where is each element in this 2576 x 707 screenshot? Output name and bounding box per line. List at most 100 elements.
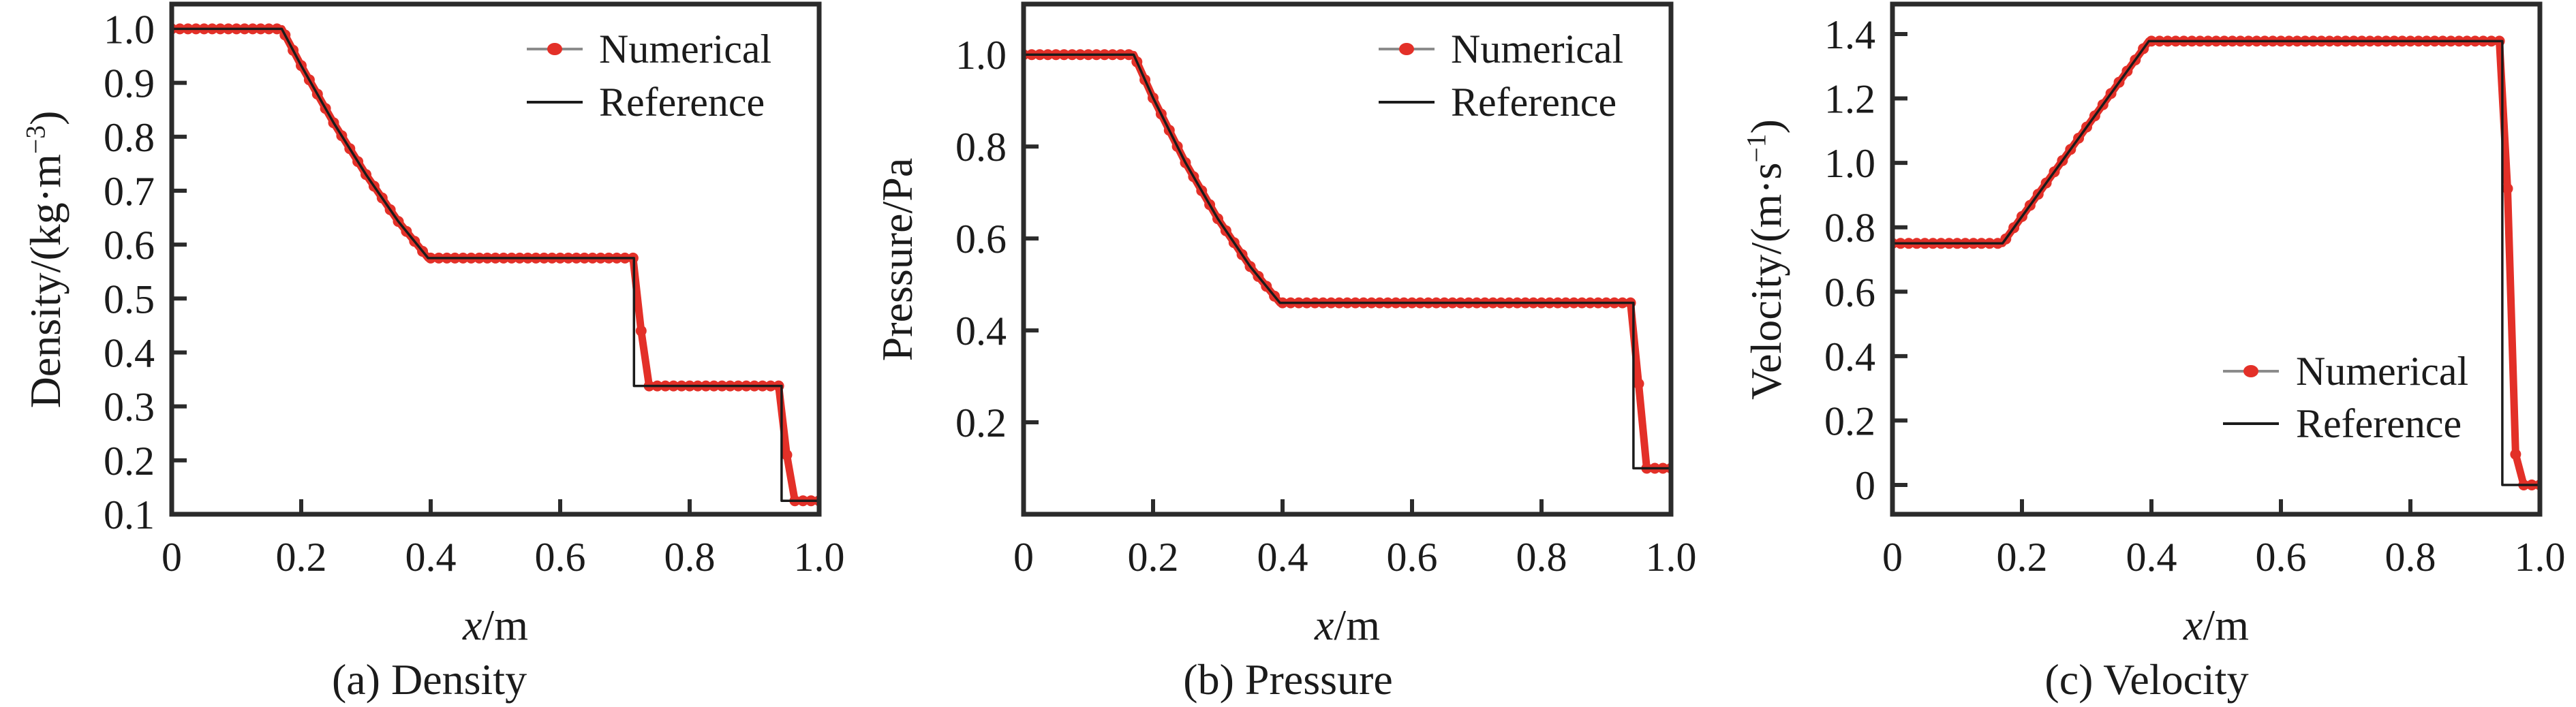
ylabel-text: Density/(kg·m (21, 153, 70, 408)
numerical-line-marker-icon (1379, 26, 1435, 72)
x-unit: /m (1334, 601, 1380, 649)
x-tick-label: 0.2 (276, 535, 327, 580)
subplot-caption-pressure: (b) Pressure (1183, 655, 1393, 704)
ylabel-text: Velocity/(m·s (1742, 162, 1790, 400)
x-tick-label: 0.8 (2385, 535, 2436, 580)
x-unit: /m (482, 601, 528, 649)
y-tick-label: 0.4 (104, 330, 155, 375)
legend-item-reference-velocity: Reference (2223, 400, 2462, 447)
y-tick-label: 0.8 (955, 125, 1007, 170)
reference-line (1892, 40, 2540, 486)
x-tick-label: 0.6 (2256, 535, 2307, 580)
legend-label-numerical: Numerical (599, 27, 772, 72)
x-tick-label: 0.2 (1997, 535, 2048, 580)
y-tick-label: 0.6 (955, 217, 1007, 262)
marker-dot (635, 325, 647, 336)
x-symbol: x (463, 601, 482, 649)
y-tick-label: 0.8 (104, 115, 155, 160)
legend-dot-icon (547, 43, 562, 55)
reference-line-icon (527, 79, 583, 125)
reference-line-icon (1379, 79, 1435, 125)
x-tick-label: 0.4 (2126, 535, 2177, 580)
y-tick-label: 0.2 (104, 439, 155, 484)
pressure-frame (1021, 1, 1674, 517)
x-tick-label: 1.0 (794, 535, 845, 580)
legend-label-reference: Reference (2296, 401, 2462, 446)
legend-item-reference-pressure: Reference (1379, 79, 1616, 125)
y-tick-label: 1.0 (955, 33, 1007, 78)
legend-label-numerical: Numerical (2296, 349, 2469, 394)
marker-dot (1633, 378, 1644, 390)
x-tick-label: 1.0 (1646, 535, 1697, 580)
subplot-caption-density: (a) Density (331, 655, 527, 704)
y-tick-label: 0 (1855, 463, 1875, 508)
legend-item-numerical-pressure: Numerical (1379, 26, 1623, 72)
reference-line (172, 27, 819, 502)
ylabel-text: Pressure/Pa (873, 157, 921, 361)
x-tick-label: 0.8 (664, 535, 716, 580)
reference-line-icon (2223, 400, 2279, 447)
x-tick-label: 0 (1882, 535, 1903, 580)
legend-item-numerical-velocity: Numerical (2223, 348, 2468, 394)
legend-dot-icon (2243, 365, 2258, 377)
density-chart: 0 0.2 0.4 0.6 0.8 1.0 0.1 0.2 0.3 0.4 0.5 0.6 0.7 0.8… (104, 1, 845, 580)
legend-dot-icon (1399, 43, 1414, 55)
density-frame (169, 1, 822, 517)
ylabel-superscript: −3 (20, 125, 51, 154)
x-tick-label: 1.0 (2515, 535, 2566, 580)
x-tick-label: 0.8 (1516, 535, 1567, 580)
marker-dot (2510, 449, 2521, 460)
ylabel-text: ) (1742, 119, 1790, 133)
y-axis-label-density: Density/(kg·m−3) (20, 110, 70, 408)
legend-item-reference-density: Reference (527, 79, 765, 125)
legend-label-reference: Reference (599, 80, 765, 125)
x-symbol: x (2183, 601, 2203, 649)
y-tick-label: 0.9 (104, 61, 155, 106)
x-axis-label-velocity: x/m (2046, 603, 2387, 647)
y-tick-label: 0.2 (1824, 398, 1875, 443)
x-tick-label: 0 (162, 535, 182, 580)
pressure-chart: 0 0.2 0.4 0.6 0.8 1.0 0.2 0.4 0.6 0.8 1.0 (955, 1, 1697, 580)
marker-dot (2502, 183, 2513, 194)
x-tick-label: 0 (1013, 535, 1034, 580)
marker-dot (781, 449, 793, 460)
x-tick-label: 0.2 (1128, 535, 1179, 580)
legend-label-reference: Reference (1451, 80, 1617, 125)
velocity-chart: 0 0.2 0.4 0.6 0.8 1.0 0 0.2 0.4 0.6 0.8 1.0 1.2 1.4 (1824, 1, 2566, 580)
legend-label-numerical: Numerical (1451, 27, 1624, 72)
legend-item-numerical-density: Numerical (527, 26, 771, 72)
y-tick-label: 0.2 (955, 400, 1007, 445)
y-tick-label: 0.6 (1824, 270, 1875, 315)
numerical-line-marker-icon (527, 26, 583, 72)
velocity-frame (1890, 1, 2543, 517)
ylabel-superscript: −1 (1741, 133, 1772, 163)
x-symbol: x (1315, 601, 1334, 649)
y-tick-label: 0.5 (104, 277, 155, 321)
y-tick-label: 1.0 (104, 7, 155, 52)
y-tick-label: 0.4 (955, 309, 1007, 354)
y-tick-label: 0.4 (1824, 334, 1875, 379)
density-series (170, 23, 821, 507)
y-tick-label: 0.3 (104, 385, 155, 430)
x-tick-label: 0.6 (535, 535, 586, 580)
legend-line (1379, 101, 1435, 104)
y-axis-label-pressure: Pressure/Pa (873, 157, 921, 361)
legend-line (527, 101, 583, 104)
velocity-series (1891, 35, 2541, 490)
y-axis-label-velocity: Velocity/(m·s−1) (1741, 119, 1790, 400)
y-tick-label: 0.7 (104, 169, 155, 214)
y-tick-label: 0.1 (104, 492, 155, 537)
x-tick-label: 0.4 (405, 535, 457, 580)
x-tick-label: 0.6 (1387, 535, 1438, 580)
y-tick-label: 1.4 (1824, 12, 1875, 57)
subplot-caption-velocity: (c) Velocity (2044, 655, 2249, 704)
x-axis-label-density: x/m (325, 603, 666, 647)
legend-line (2223, 422, 2279, 425)
y-tick-label: 1.2 (1824, 77, 1875, 122)
numerical-line-marker-icon (2223, 348, 2279, 394)
x-unit: /m (2203, 601, 2249, 649)
x-axis-label-pressure: x/m (1177, 603, 1518, 647)
x-tick-label: 0.4 (1257, 535, 1308, 580)
